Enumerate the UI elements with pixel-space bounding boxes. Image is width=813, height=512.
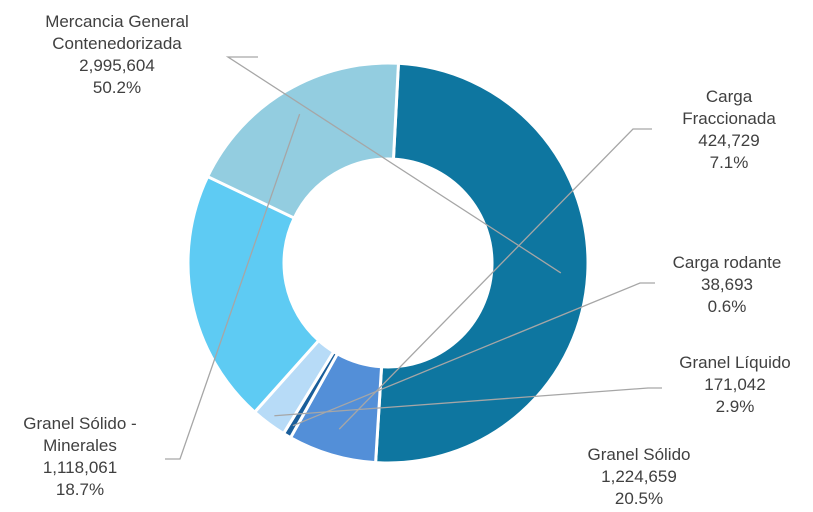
slice-label-name: Carga rodante <box>673 253 782 272</box>
slice-label-name: Mercancia General <box>45 12 189 31</box>
leader-line <box>274 387 662 417</box>
leader-lines-group <box>165 56 662 460</box>
leader-line <box>225 56 562 274</box>
slice-label-percent: 50.2% <box>93 78 141 97</box>
slice-label-value: 424,729 <box>698 131 759 150</box>
slice-label-percent: 0.6% <box>708 297 747 316</box>
slice-label-value: 1,224,659 <box>601 467 677 486</box>
slice-granel-s-lido-minerales <box>205 61 401 221</box>
labels-group: Mercancia General Contenedorizada 2,995,60… <box>23 12 790 508</box>
slice-label-value: 38,693 <box>701 275 753 294</box>
slice-label-name: Granel Sólido - <box>23 414 136 433</box>
slice-label-value: 2,995,604 <box>79 56 155 75</box>
slice-label-name: Fraccionada <box>682 109 776 128</box>
slice-label-name: Contenedorizada <box>52 34 182 53</box>
slice-label-percent: 18.7% <box>56 480 104 499</box>
slice-label-name: Granel Líquido <box>679 353 791 372</box>
slice-label-value: 1,118,061 <box>43 458 117 477</box>
slice-label-percent: 20.5% <box>615 489 663 508</box>
slices-group <box>186 61 590 465</box>
slice-label-percent: 2.9% <box>716 397 755 416</box>
leader-line <box>165 113 301 460</box>
slice-label-name: Granel Sólido <box>587 445 690 464</box>
slice-label-name: Carga <box>706 87 753 106</box>
slice-mercancia-general-contenedorizada <box>374 61 590 465</box>
leader-line <box>338 128 652 430</box>
leader-line <box>292 282 655 427</box>
slice-label-percent: 7.1% <box>710 153 749 172</box>
slice-label-value: 171,042 <box>704 375 765 394</box>
slice-granel-s-lido <box>186 174 321 415</box>
slice-label-name: Minerales <box>43 436 117 455</box>
